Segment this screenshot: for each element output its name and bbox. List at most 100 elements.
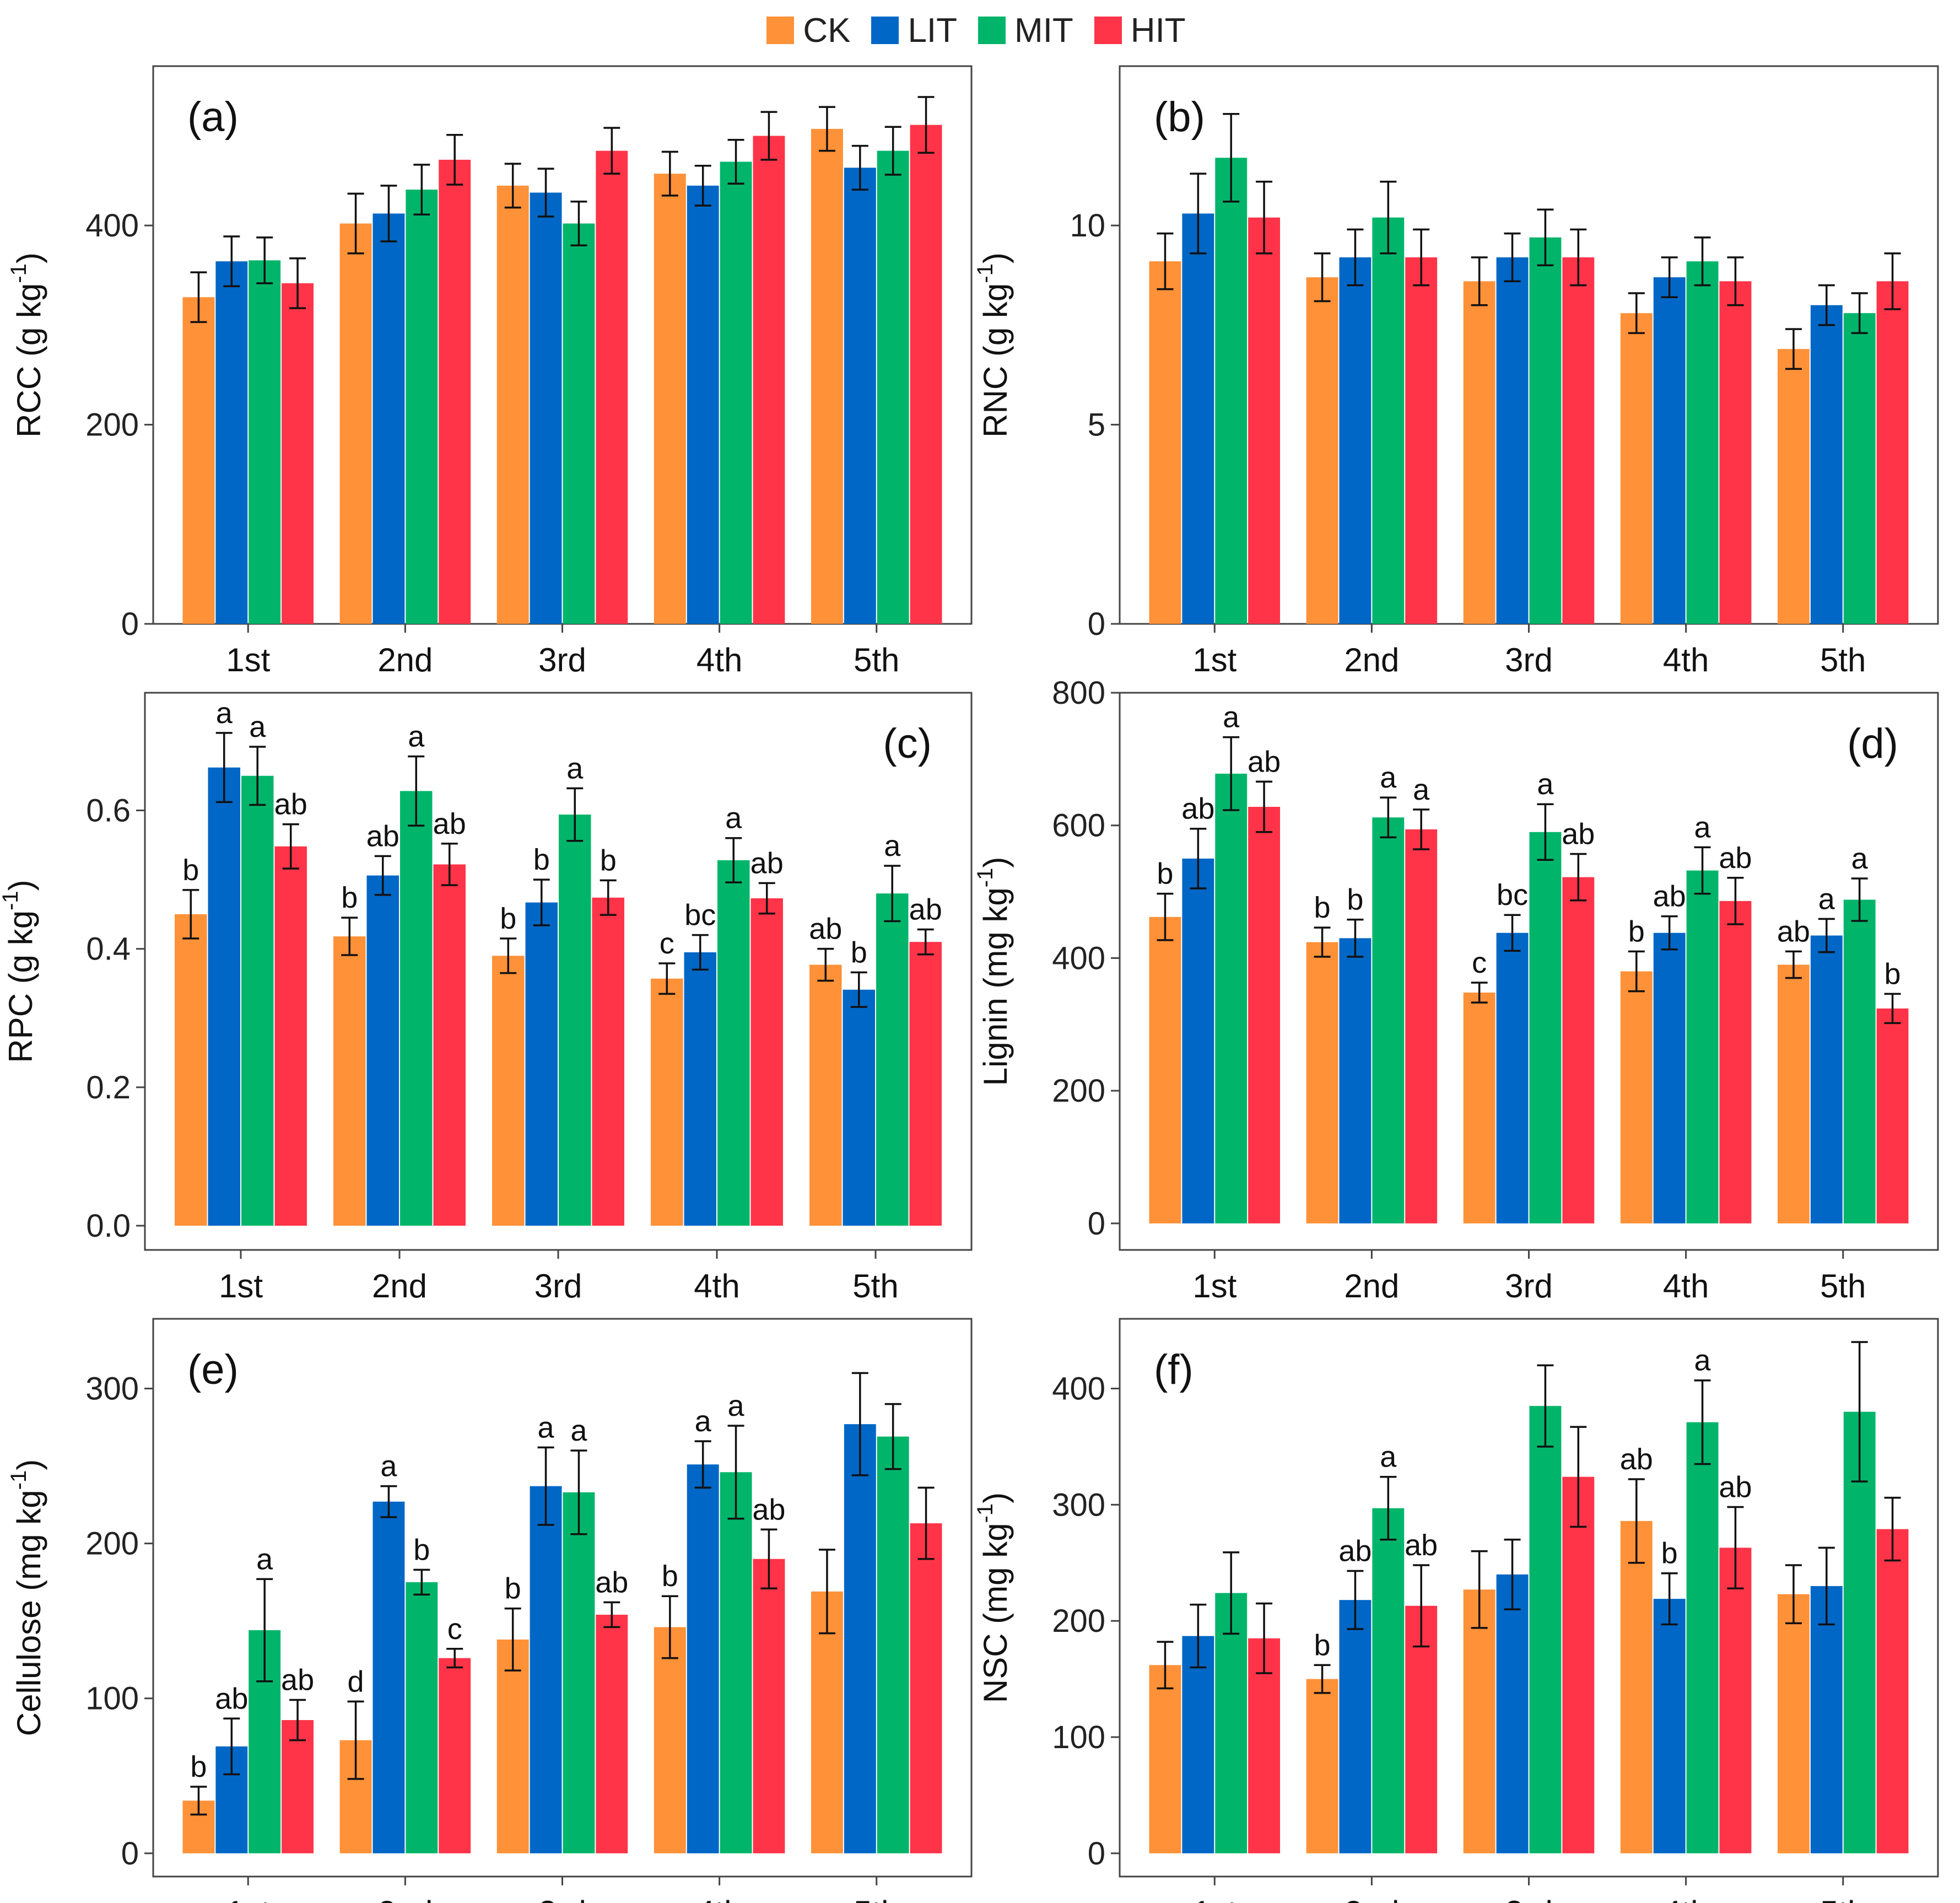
significance-letter: a	[249, 710, 266, 743]
bar-ck	[175, 914, 207, 1226]
x-tick-label: 3rd	[1505, 641, 1553, 678]
significance-letter: a	[1380, 1441, 1397, 1474]
legend: CK LIT MIT HIT	[0, 0, 1960, 61]
bar-hit	[1405, 829, 1438, 1223]
bar-ck	[811, 1591, 843, 1853]
bar-hit	[750, 898, 783, 1226]
y-tick-label: 0	[1088, 1836, 1105, 1872]
x-tick-label: 5th	[854, 1894, 899, 1903]
bar-mit	[1843, 313, 1876, 624]
significance-letter: b	[1314, 891, 1331, 924]
bar-ck	[496, 185, 529, 624]
bar-ck	[1463, 281, 1495, 624]
significance-letter: b	[1314, 1629, 1331, 1662]
significance-letter: a	[695, 1405, 712, 1438]
x-tick-label: 4th	[696, 641, 742, 678]
y-tick-label: 400	[1052, 940, 1105, 976]
bar-hit	[1405, 257, 1438, 624]
y-tick-label: 5	[1088, 407, 1105, 443]
x-tick-label: 3rd	[538, 641, 586, 678]
significance-letter: ab	[215, 1682, 248, 1715]
x-tick-label: 5th	[852, 1268, 898, 1304]
bar-lit	[1182, 1636, 1214, 1853]
legend-label: HIT	[1130, 11, 1186, 50]
significance-letter: a	[216, 697, 233, 730]
significance-letter: ab	[1719, 842, 1752, 875]
x-tick-label: 4th	[696, 1894, 742, 1903]
bar-mit	[876, 893, 909, 1226]
y-tick-label: 600	[1052, 808, 1105, 844]
bar-hit	[910, 125, 942, 624]
y-tick-label: 10	[1070, 208, 1105, 244]
bar-ck	[339, 223, 372, 624]
bar-hit	[282, 283, 314, 624]
bar-hit	[433, 864, 466, 1226]
bar-lit	[844, 1424, 876, 1853]
significance-letter: a	[256, 1543, 273, 1576]
y-tick-label: 0.4	[86, 931, 131, 967]
bar-hit	[1248, 1638, 1281, 1853]
bar-hit	[596, 1614, 628, 1853]
bar-lit	[687, 1464, 719, 1853]
y-tick-label: 200	[85, 1526, 139, 1562]
x-tick-label: 2nd	[1344, 1894, 1399, 1903]
bar-hit	[910, 1523, 942, 1853]
bar-ck	[492, 956, 525, 1226]
y-tick-label: 100	[85, 1681, 139, 1717]
significance-letter: a	[884, 829, 901, 862]
bar-lit	[215, 261, 248, 624]
bar-mit	[877, 150, 909, 624]
significance-letter: a	[1694, 1344, 1711, 1377]
y-tick-label: 200	[1052, 1603, 1105, 1639]
x-tick-label: 4th	[1663, 641, 1709, 678]
bar-lit	[372, 213, 405, 624]
significance-letter: a	[1818, 882, 1835, 915]
significance-letter: c	[447, 1613, 462, 1646]
y-tick-label: 0	[1088, 606, 1105, 642]
significance-letter: ab	[1719, 1471, 1752, 1504]
y-axis-label-sup: -1	[7, 1470, 31, 1490]
bar-lit	[372, 1501, 405, 1853]
bar-lit	[843, 989, 875, 1226]
y-axis-label-end: )	[977, 252, 1014, 263]
y-axis-label-text: Cellulose (mg kg	[10, 1490, 47, 1736]
y-tick-label: 400	[85, 208, 139, 244]
y-axis-label-end: )	[977, 1492, 1014, 1503]
significance-letter: ab	[750, 847, 784, 880]
significance-letter: a	[570, 1414, 587, 1447]
bar-lit	[530, 192, 562, 624]
bar-hit	[592, 897, 624, 1226]
bar-mit	[249, 260, 281, 624]
bar-lit	[1182, 858, 1214, 1223]
bar-lit	[1496, 257, 1529, 624]
y-axis-label-text: RCC (g kg	[10, 283, 47, 438]
panel-label: (e)	[187, 1346, 239, 1393]
bar-ck	[1463, 993, 1495, 1223]
chart-panel-a: 0 200 400 RCC (g kg-1) (a) 1st 2nd 3rd 4th 5th	[7, 65, 973, 678]
y-axis-label-text: RNC (g kg	[977, 283, 1014, 438]
significance-letter: ab	[366, 820, 399, 853]
significance-letter: a	[1413, 773, 1430, 806]
bar-hit	[1719, 1548, 1752, 1853]
bar-hit	[1562, 1476, 1595, 1853]
x-tick-label: 3rd	[538, 1894, 586, 1903]
legend-label: CK	[803, 11, 851, 50]
bar-mit	[1686, 870, 1719, 1223]
bar-mit	[1215, 773, 1248, 1223]
y-tick-label: 0.0	[86, 1208, 131, 1244]
significance-letter: b	[1661, 1537, 1678, 1570]
bar-lit	[1653, 932, 1686, 1223]
y-tick-label: 0	[1088, 1206, 1105, 1242]
x-tick-label: 2nd	[377, 1894, 433, 1903]
bar-hit	[1562, 877, 1595, 1223]
bar-mit	[563, 1492, 595, 1853]
bar-hit	[1719, 901, 1752, 1223]
significance-letter: c	[1472, 946, 1487, 979]
y-axis-label-sup: -1	[973, 868, 997, 888]
legend-item-ck: CK	[766, 11, 850, 50]
legend-item-lit: LIT	[871, 11, 957, 50]
y-tick-label: 100	[1052, 1719, 1105, 1755]
y-tick-label: 0	[121, 1836, 139, 1872]
bar-hit	[596, 150, 628, 624]
